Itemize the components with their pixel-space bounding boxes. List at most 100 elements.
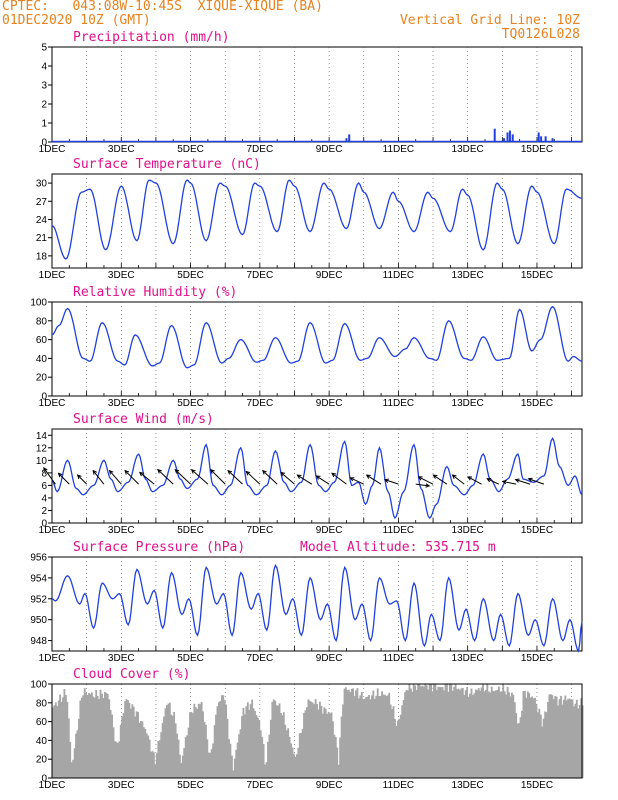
cloud-cover-bar: [294, 756, 297, 778]
cloud-cover-bar: [454, 684, 457, 778]
panel-title: Surface Pressure (hPa): [73, 540, 245, 555]
cloud-cover-bar: [268, 734, 271, 778]
wind-vector-head: [280, 471, 286, 477]
cloud-cover-bar: [271, 701, 274, 778]
wind-vector: [246, 471, 261, 485]
y-tick-label: 14: [36, 431, 48, 442]
cloud-cover-bar: [202, 711, 204, 778]
cloud-cover-bar: [371, 695, 373, 778]
cloud-cover-bar: [193, 703, 196, 778]
cloud-cover-bar: [518, 723, 521, 778]
y-tick-label: 100: [30, 298, 47, 309]
cloud-cover-bar: [424, 684, 427, 778]
cloud-cover-bar: [59, 694, 62, 778]
wind-vector: [92, 470, 105, 485]
cloud-cover-bar: [408, 684, 411, 778]
cloud-cover-bar: [288, 736, 291, 778]
x-tick-label: 13DEC: [452, 525, 484, 536]
cloud-cover-bar: [425, 685, 428, 778]
x-tick-label: 5DEC: [177, 270, 204, 281]
cloud-cover-bar: [541, 726, 544, 778]
cloud-cover-bar: [376, 688, 379, 778]
cloud-cover-bar: [548, 694, 551, 778]
x-tick-label: 7DEC: [246, 780, 273, 791]
x-tick-label: 5DEC: [177, 398, 204, 409]
cloud-cover-bar: [532, 698, 535, 778]
cloud-cover-bar: [375, 695, 378, 778]
wind-vector: [331, 472, 347, 485]
wind-vector-head: [138, 471, 144, 477]
y-tick-label: 10: [36, 456, 48, 467]
wind-vector: [350, 477, 364, 485]
cloud-cover-bar: [255, 715, 258, 778]
cloud-cover-bar: [564, 695, 567, 778]
cloud-cover-bar: [401, 705, 404, 778]
cloud-cover-bar: [515, 713, 518, 778]
cloud-cover-bar: [363, 698, 366, 778]
cloud-cover-bar: [98, 699, 101, 778]
cloud-cover-bar: [511, 692, 513, 778]
wind-vector-head: [76, 474, 82, 480]
cloud-cover-bar: [362, 699, 365, 778]
cloud-cover-bar: [163, 716, 165, 778]
cloud-cover-bar: [158, 740, 161, 778]
y-tick-label: 4: [41, 493, 47, 504]
cloud-cover-bar: [469, 693, 471, 778]
cloud-cover-bar: [329, 713, 331, 778]
cloud-cover-bar: [206, 739, 209, 778]
x-tick-label: 11DEC: [383, 144, 415, 155]
wind-vector: [139, 472, 155, 485]
cloud-cover-bar: [306, 707, 308, 778]
cloud-cover-bar: [170, 714, 173, 778]
cloud-cover-bar: [269, 719, 272, 778]
cloud-cover-bar: [464, 690, 467, 778]
y-tick-label: 18: [36, 251, 48, 262]
cloud-cover-bar: [544, 711, 547, 778]
cloud-cover-bar: [571, 699, 574, 778]
cloud-cover-bar: [192, 713, 194, 778]
cloud-cover-bar: [212, 743, 215, 778]
y-tick-label: 60: [36, 335, 48, 346]
cloud-cover-bar: [183, 747, 186, 778]
cloud-cover-bar: [196, 708, 199, 778]
cloud-cover-bar: [513, 702, 516, 778]
x-tick-label: 13DEC: [452, 270, 484, 281]
cloud-cover-bar: [293, 753, 295, 778]
cloud-cover-bar: [451, 690, 454, 778]
wind-vector: [43, 467, 56, 485]
cloud-cover-bar: [150, 751, 152, 778]
cloud-cover-bar: [327, 712, 330, 778]
cloud-cover-bar: [63, 689, 66, 778]
cloud-cover-bar: [262, 744, 265, 778]
cloud-cover-bar: [410, 688, 412, 778]
wind-vector-head: [527, 477, 533, 482]
x-tick-label: 9DEC: [316, 270, 343, 281]
cloud-cover-bar: [446, 684, 448, 778]
x-tick-label: 3DEC: [108, 144, 135, 155]
cloud-cover-bar: [568, 698, 571, 778]
cloud-cover-bar: [343, 688, 346, 778]
cloud-cover-bar: [300, 732, 303, 778]
cloud-cover-bar: [456, 689, 458, 778]
cloud-cover-bar: [249, 704, 252, 778]
wind-vector-head: [417, 476, 423, 481]
cloud-cover-bar: [121, 716, 124, 778]
cloud-cover-bar: [430, 684, 433, 778]
cloud-cover-bar: [222, 695, 225, 778]
cloud-cover-bar: [450, 684, 453, 778]
y-tick-label: 60: [36, 717, 48, 728]
x-tick-label: 7DEC: [246, 144, 273, 155]
cloud-cover-bar: [125, 699, 128, 778]
cloud-cover-bar: [141, 721, 144, 778]
wind-vector: [109, 470, 122, 485]
x-tick-label: 5DEC: [177, 653, 204, 664]
cloud-cover-bar: [160, 732, 163, 778]
cloud-cover-bar: [197, 703, 200, 778]
x-tick-label: 3DEC: [108, 525, 135, 536]
x-tick-label: 3DEC: [108, 780, 135, 791]
cloud-cover-bar: [295, 754, 298, 778]
cloud-cover-bar: [319, 701, 321, 778]
wind-vector: [415, 483, 430, 487]
x-tick-label: 15DEC: [521, 780, 553, 791]
cloud-cover-bar: [127, 700, 129, 778]
